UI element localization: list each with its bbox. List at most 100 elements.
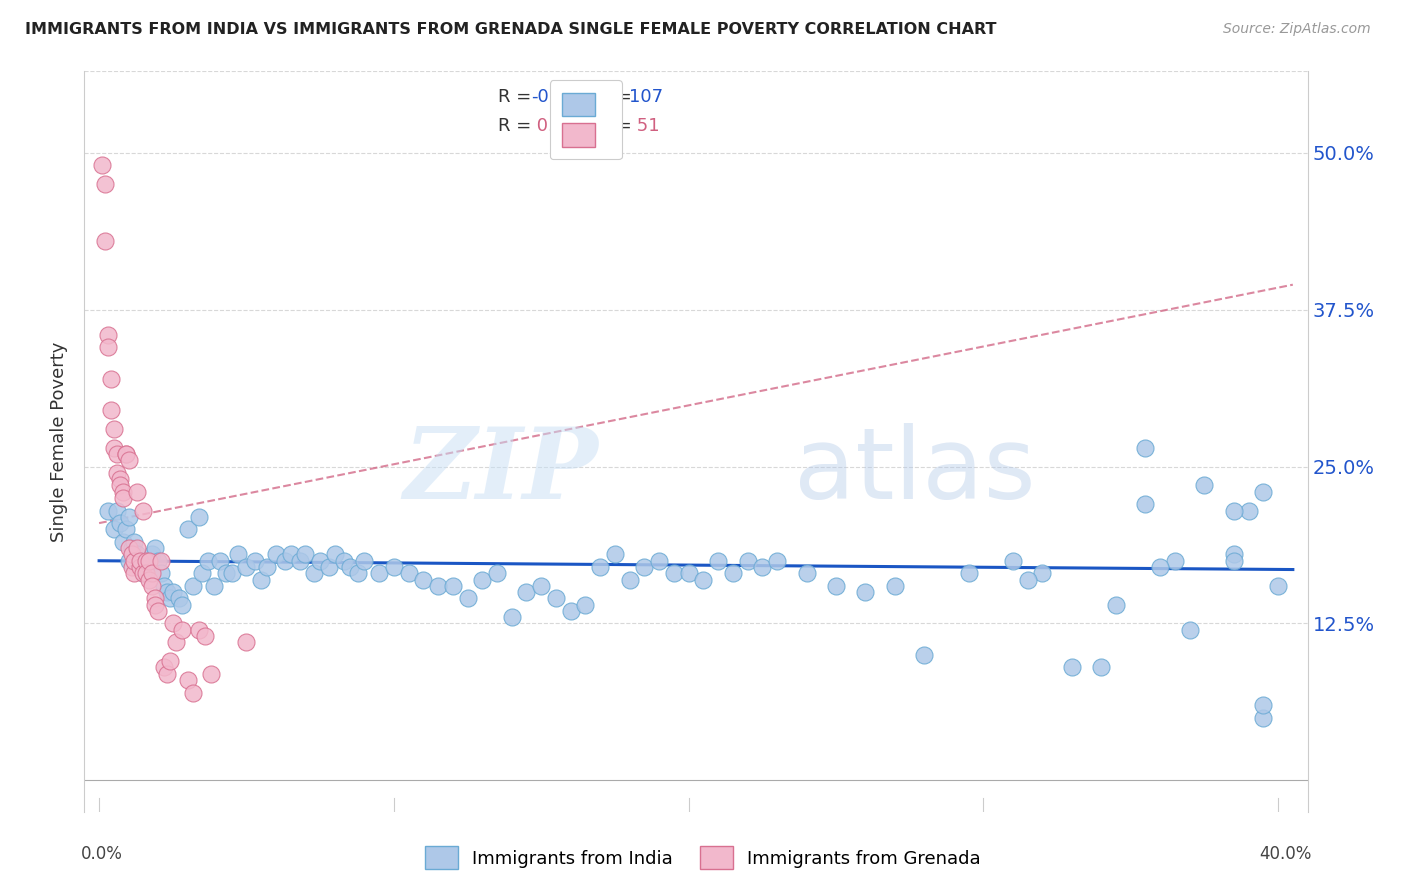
Point <box>143 591 166 606</box>
Point <box>105 466 128 480</box>
Point <box>127 548 149 562</box>
Point <box>427 579 450 593</box>
Point <box>662 566 685 581</box>
Point <box>105 447 128 461</box>
Point <box>544 591 567 606</box>
Text: IMMIGRANTS FROM INDIA VS IMMIGRANTS FROM GRENADA SINGLE FEMALE POVERTY CORRELATI: IMMIGRANTS FROM INDIA VS IMMIGRANTS FROM… <box>25 22 997 37</box>
Point <box>648 554 671 568</box>
Point <box>1223 554 1246 568</box>
Point <box>250 573 273 587</box>
Point <box>633 560 655 574</box>
Point <box>323 548 346 562</box>
Point <box>117 554 139 568</box>
Point <box>678 566 700 581</box>
Point <box>94 234 117 248</box>
Point <box>825 579 848 593</box>
Point <box>1223 503 1246 517</box>
Point <box>264 548 287 562</box>
Point <box>1001 554 1024 568</box>
Text: N =: N = <box>586 88 637 106</box>
Point <box>108 516 131 530</box>
Point <box>146 554 169 568</box>
Point <box>766 554 789 568</box>
Point <box>162 616 184 631</box>
Point <box>138 554 160 568</box>
Point <box>127 541 149 556</box>
Point <box>132 566 155 581</box>
Point <box>1135 441 1157 455</box>
Point <box>208 554 231 568</box>
Point <box>132 554 155 568</box>
Point <box>215 566 238 581</box>
Point <box>294 548 316 562</box>
Point <box>200 666 222 681</box>
Point <box>138 573 160 587</box>
Point <box>105 503 128 517</box>
Point <box>153 660 176 674</box>
Text: atlas: atlas <box>794 423 1035 520</box>
Point <box>121 548 143 562</box>
Point <box>150 554 173 568</box>
Point <box>108 472 131 486</box>
Point <box>162 585 184 599</box>
Point <box>135 566 157 581</box>
Point <box>1060 660 1083 674</box>
Point <box>153 579 176 593</box>
Point <box>114 522 136 536</box>
Point <box>141 579 163 593</box>
Point <box>912 648 935 662</box>
Point <box>124 566 146 581</box>
Point <box>111 484 134 499</box>
Point <box>560 604 582 618</box>
Point <box>202 579 225 593</box>
Text: 0.045: 0.045 <box>531 117 588 135</box>
Point <box>188 623 211 637</box>
Point <box>146 604 169 618</box>
Point <box>1194 478 1216 492</box>
Point <box>183 685 205 699</box>
Point <box>1253 484 1275 499</box>
Point <box>1223 548 1246 562</box>
Text: N =: N = <box>586 117 637 135</box>
Text: R =: R = <box>498 88 537 106</box>
Point <box>471 573 494 587</box>
Point <box>339 560 361 574</box>
Point <box>1237 503 1260 517</box>
Point <box>1090 660 1112 674</box>
Point <box>501 610 523 624</box>
Point <box>619 573 641 587</box>
Point <box>221 566 243 581</box>
Point <box>280 548 302 562</box>
Point <box>194 629 217 643</box>
Point <box>589 560 612 574</box>
Point <box>318 560 340 574</box>
Point <box>156 585 179 599</box>
Point <box>737 554 759 568</box>
Point <box>132 566 155 581</box>
Point <box>97 503 120 517</box>
Point <box>167 591 190 606</box>
Point <box>304 566 326 581</box>
Text: 0.0%: 0.0% <box>80 845 122 863</box>
Point <box>530 579 553 593</box>
Point <box>111 535 134 549</box>
Point <box>226 548 249 562</box>
Point <box>141 566 163 581</box>
Point <box>170 623 193 637</box>
Point <box>353 554 375 568</box>
Point <box>103 422 125 436</box>
Text: 107: 107 <box>628 88 662 106</box>
Point <box>129 560 152 574</box>
Point <box>603 548 626 562</box>
Point <box>183 579 205 593</box>
Text: 40.0%: 40.0% <box>1258 845 1312 863</box>
Point <box>124 535 146 549</box>
Point <box>707 554 730 568</box>
Point <box>884 579 907 593</box>
Point <box>1267 579 1289 593</box>
Point <box>957 566 980 581</box>
Point <box>1253 698 1275 712</box>
Point <box>1105 598 1128 612</box>
Point <box>1017 573 1039 587</box>
Point <box>1164 554 1187 568</box>
